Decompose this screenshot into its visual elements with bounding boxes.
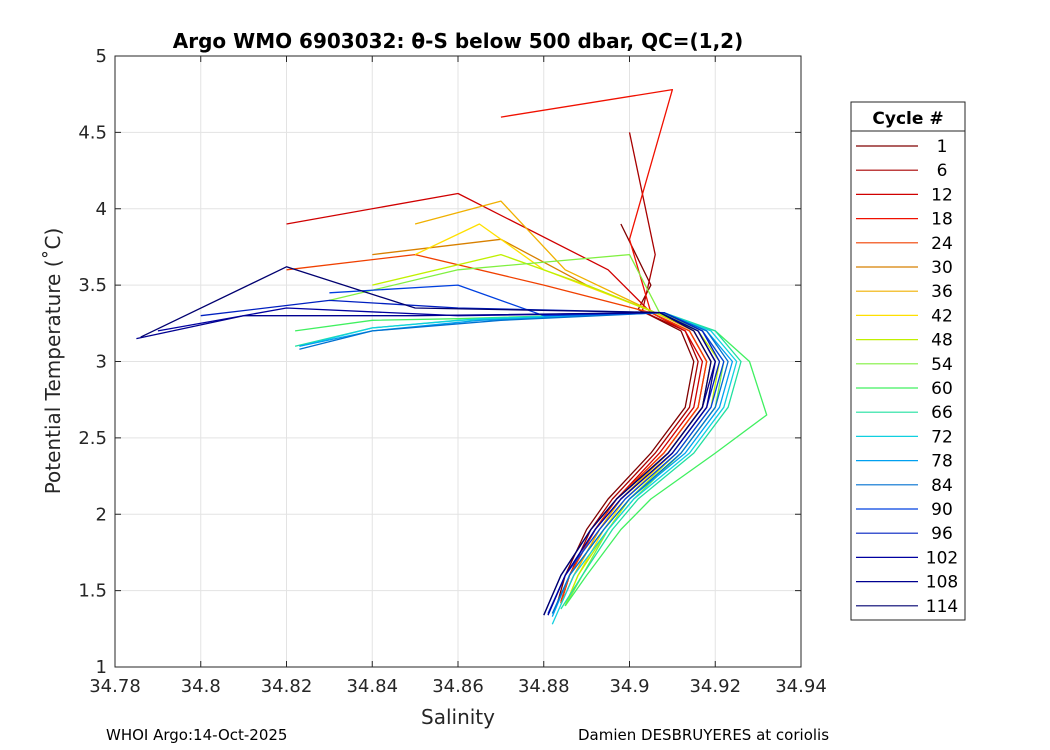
series-cycle-60 bbox=[295, 311, 768, 607]
x-tick-label: 34.86 bbox=[432, 676, 484, 697]
legend: Cycle # 1 6 12 18 24 30 36 42 48 54 60 66 72 78 84 90 96… bbox=[850, 101, 966, 621]
x-tick-label: 34.78 bbox=[89, 676, 141, 697]
plot-area bbox=[114, 55, 802, 668]
legend-label-1: 1 bbox=[937, 137, 948, 157]
legend-label-108: 108 bbox=[926, 573, 958, 593]
legend-label-36: 36 bbox=[931, 282, 953, 302]
chart-title: Argo WMO 6903032: θ-S below 500 dbar, QC… bbox=[173, 29, 743, 53]
legend-title: Cycle # bbox=[872, 109, 943, 129]
series-cycle-114 bbox=[140, 266, 712, 616]
legend-label-90: 90 bbox=[931, 500, 953, 520]
y-tick-label: 3 bbox=[96, 352, 107, 373]
legend-label-84: 84 bbox=[931, 476, 953, 496]
legend-label-54: 54 bbox=[931, 355, 953, 375]
y-tick-label: 2 bbox=[96, 504, 107, 525]
series-cycle-84 bbox=[299, 311, 729, 614]
series-lines bbox=[136, 88, 768, 625]
legend-label-18: 18 bbox=[931, 210, 953, 230]
x-tick-label: 34.9 bbox=[609, 676, 649, 697]
y-axis-label: Potential Temperature (˚C) bbox=[41, 228, 65, 495]
legend-label-66: 66 bbox=[931, 403, 953, 423]
x-tick-label: 34.8 bbox=[181, 676, 221, 697]
legend-label-6: 6 bbox=[937, 161, 948, 181]
series-cycle-102 bbox=[157, 307, 716, 616]
y-tick-label: 5 bbox=[96, 46, 107, 67]
y-tick-label: 4.5 bbox=[78, 122, 107, 143]
legend-label-48: 48 bbox=[931, 331, 953, 351]
legend-label-60: 60 bbox=[931, 379, 953, 399]
y-tick-label: 2.5 bbox=[78, 428, 107, 449]
y-tick-label: 3.5 bbox=[78, 275, 107, 296]
legend-label-72: 72 bbox=[931, 427, 953, 447]
legend-label-102: 102 bbox=[926, 548, 958, 568]
legend-label-114: 114 bbox=[926, 597, 958, 617]
legend-label-96: 96 bbox=[931, 524, 953, 544]
footer-date: WHOI Argo:14-Oct-2025 bbox=[106, 726, 287, 744]
x-tick-label: 34.84 bbox=[346, 676, 398, 697]
legend-entries: 1 6 12 18 24 30 36 42 48 54 60 66 72 78 84 90 96 102 108 11… bbox=[856, 137, 958, 617]
x-axis-label: Salinity bbox=[421, 705, 495, 729]
x-tick-label: 34.92 bbox=[689, 676, 741, 697]
series-cycle-6 bbox=[560, 132, 699, 603]
series-cycle-72 bbox=[299, 311, 738, 625]
legend-label-12: 12 bbox=[931, 185, 953, 205]
legend-label-30: 30 bbox=[931, 258, 953, 278]
legend-label-24: 24 bbox=[931, 234, 953, 254]
x-tick-label: 34.82 bbox=[261, 676, 313, 697]
y-tick-label: 1.5 bbox=[78, 581, 107, 602]
x-tick-label: 34.94 bbox=[775, 676, 827, 697]
legend-label-78: 78 bbox=[931, 452, 953, 472]
y-tick-label: 1 bbox=[96, 657, 107, 678]
y-tick-label: 4 bbox=[96, 199, 107, 220]
legend-label-42: 42 bbox=[931, 306, 953, 326]
axis-ticks bbox=[114, 55, 802, 668]
footer-author: Damien DESBRUYERES at coriolis bbox=[578, 726, 829, 744]
x-tick-label: 34.88 bbox=[518, 676, 570, 697]
series-cycle-54 bbox=[329, 253, 725, 607]
